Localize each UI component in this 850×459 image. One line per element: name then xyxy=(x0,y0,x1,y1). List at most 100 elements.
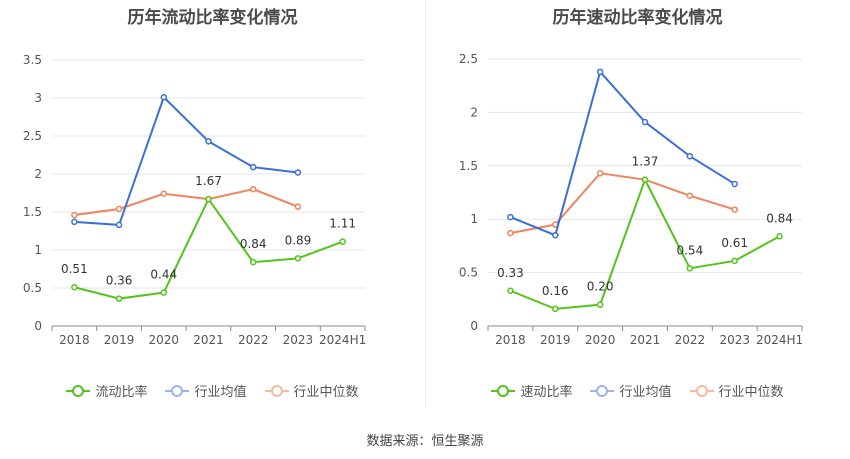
chart-title: 历年流动比率变化情况 xyxy=(127,8,298,28)
data-label: 0.44 xyxy=(150,268,177,282)
data-point xyxy=(115,295,123,302)
y-tick-label: 2.5 xyxy=(23,129,42,143)
data-point xyxy=(160,93,168,101)
data-label: 1.37 xyxy=(632,155,659,169)
legend-line-marker-icon xyxy=(165,384,190,398)
x-tick-label: 2022 xyxy=(238,333,269,347)
data-point xyxy=(71,218,78,226)
x-tick-label: 2019 xyxy=(540,333,571,347)
data-label: 0.84 xyxy=(766,211,793,225)
data-point xyxy=(596,68,604,76)
data-label: 1.11 xyxy=(329,217,356,231)
legend-line-marker-icon xyxy=(590,384,615,398)
x-tick-label: 2024H1 xyxy=(756,333,803,347)
series-line-industry-median xyxy=(74,188,299,217)
quick-ratio-chart: 历年速动比率变化情况 0 0.5 1 1.5 2 2.5 2018 2019 2020 2021 2… xyxy=(425,0,850,410)
data-point xyxy=(160,190,168,198)
legend-item-industry-median[interactable]: 行业中位数 xyxy=(689,381,784,400)
data-point xyxy=(71,211,78,219)
data-point xyxy=(686,152,694,160)
chart-title: 历年速动比率变化情况 xyxy=(552,8,723,28)
legend-item-current-ratio[interactable]: 流动比率 xyxy=(66,381,147,400)
data-point xyxy=(776,233,783,240)
data-label: 0.51 xyxy=(61,262,88,276)
x-tick-label: 2023 xyxy=(283,333,314,347)
data-point xyxy=(339,238,346,245)
x-tick-label: 2018 xyxy=(495,333,526,347)
y-tick-label: 3 xyxy=(34,91,42,105)
data-point xyxy=(507,229,514,237)
y-tick-label: 1 xyxy=(34,243,42,257)
data-point xyxy=(731,206,738,213)
data-point xyxy=(249,185,257,193)
data-point xyxy=(507,287,514,295)
data-label: 0.33 xyxy=(497,266,524,280)
data-label: 0.16 xyxy=(542,284,569,298)
x-tick-label: 2023 xyxy=(719,333,750,347)
legend-line-marker-icon xyxy=(491,384,516,398)
legend-label: 行业中位数 xyxy=(718,385,784,400)
data-label: 0.84 xyxy=(240,237,267,251)
x-tick-label: 2019 xyxy=(104,333,135,347)
data-point xyxy=(686,192,694,199)
data-point xyxy=(294,255,302,262)
series-line-industry-median xyxy=(510,172,736,235)
legend-line-marker-icon xyxy=(264,384,289,398)
data-label: 1.67 xyxy=(195,174,222,188)
legend-label: 流动比率 xyxy=(95,385,148,400)
panel-divider xyxy=(425,0,426,408)
data-point xyxy=(71,283,78,291)
x-tick-label: 2024H1 xyxy=(319,333,366,347)
data-label: 0.54 xyxy=(676,243,703,257)
data-point xyxy=(205,195,212,203)
data-source: 数据来源：恒生聚源 xyxy=(366,434,484,449)
data-point xyxy=(249,163,257,171)
data-point xyxy=(507,213,514,221)
data-point xyxy=(160,289,168,296)
legend-label: 行业均值 xyxy=(194,385,247,400)
x-tick-label: 2020 xyxy=(149,333,180,347)
legend-line-marker-icon xyxy=(689,384,714,398)
data-point xyxy=(249,258,257,266)
current-ratio-chart: 历年流动比率变化情况 0 0.5 1 1.5 2 2.5 3 3.5 2018 2019 2020 2… xyxy=(0,0,425,410)
series-line-industry-mean xyxy=(74,95,299,226)
data-point xyxy=(294,203,302,210)
legend-item-industry-mean[interactable]: 行业均值 xyxy=(165,381,247,400)
data-point xyxy=(641,176,649,183)
y-tick-label: 1 xyxy=(470,212,478,226)
data-point xyxy=(115,205,123,213)
legend-line-marker-icon xyxy=(66,384,91,398)
x-tick-label: 2018 xyxy=(59,333,90,347)
x-tick-label: 2020 xyxy=(585,333,616,347)
series-line-industry-mean xyxy=(510,69,736,237)
y-tick-label: 2 xyxy=(34,167,42,181)
y-tick-label: 0 xyxy=(34,319,42,333)
y-tick-label: 1.5 xyxy=(23,205,42,219)
data-point xyxy=(294,169,302,176)
legend-item-quick-ratio[interactable]: 速动比率 xyxy=(491,381,572,400)
y-tick-label: 0.5 xyxy=(23,281,42,295)
data-point xyxy=(596,301,604,308)
legend: 流动比率 行业均值 行业中位数 xyxy=(0,381,425,400)
y-tick-label: 2.5 xyxy=(459,52,478,66)
x-tick-label: 2021 xyxy=(193,333,224,347)
y-tick-label: 3.5 xyxy=(23,53,42,67)
data-label: 0.36 xyxy=(106,274,133,288)
legend: 速动比率 行业均值 行业中位数 xyxy=(425,381,850,400)
legend-item-industry-mean[interactable]: 行业均值 xyxy=(590,381,672,400)
y-tick-label: 1.5 xyxy=(459,159,478,173)
data-point xyxy=(115,221,123,229)
legend-item-industry-median[interactable]: 行业中位数 xyxy=(264,381,359,400)
data-point xyxy=(552,231,559,239)
legend-label: 速动比率 xyxy=(520,385,573,400)
data-label: 0.61 xyxy=(721,236,748,250)
data-point xyxy=(686,265,694,272)
x-tick-label: 2021 xyxy=(630,333,661,347)
data-point xyxy=(205,138,212,145)
x-tick-label: 2022 xyxy=(675,333,706,347)
data-label: 0.20 xyxy=(587,280,614,294)
data-point xyxy=(596,170,604,177)
quick-ratio-plot: 0 0.5 1 1.5 2 2.5 2018 2019 2020 2021 2022 2023 2024… xyxy=(459,52,803,347)
data-point xyxy=(731,180,738,188)
